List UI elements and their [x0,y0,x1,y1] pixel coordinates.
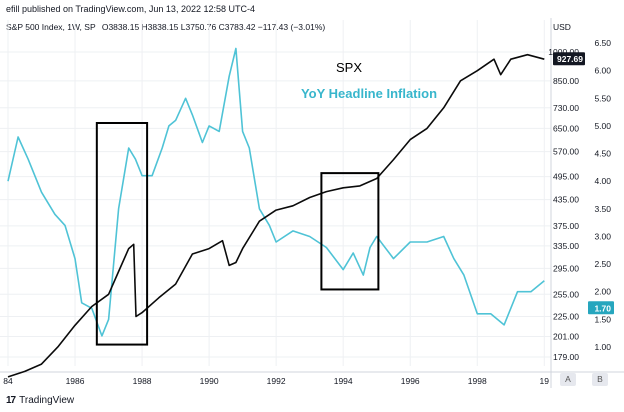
x-axis-tick-label: 1988 [133,376,152,386]
x-axis-tick-label: 1992 [267,376,286,386]
auto-scale-button[interactable]: A [560,373,576,386]
ohlc-values: O3838.15 H3838.15 L3750.76 C3783.42 −117… [101,22,326,32]
inflation-axis-tick-label: 5.50 [594,93,611,103]
inflation-last-value-label: 1.70 [594,303,611,313]
publisher-line: efill published on TradingView.com, Jun … [6,4,255,14]
inflation-annotation: YoY Headline Inflation [301,86,437,101]
inflation-axis-tick-label: 1.00 [594,342,611,352]
spx-axis-tick-label: 179.00 [553,352,579,362]
x-axis-tick-label: 1986 [66,376,85,386]
inflation-axis-tick-label: 6.00 [594,66,611,76]
spx-axis-tick-label: 650.00 [553,123,579,133]
currency-label: USD [553,22,571,32]
inflation-axis-tick-label: 6.50 [594,38,611,48]
log-scale-button[interactable]: B [592,373,608,386]
tradingview-brand: TradingView [19,395,75,406]
inflation-axis-tick-label: 3.00 [594,231,611,241]
inflation-axis-tick-label: 5.00 [594,121,611,131]
x-axis-tick-label: 1998 [468,376,487,386]
instrument-name: S&P 500 Index, 1W, SP [6,22,96,32]
x-axis-tick-label: 1990 [200,376,219,386]
spx-axis-tick-label: 730.00 [553,103,579,113]
spx-axis-tick-label: 375.00 [553,221,579,231]
highlight-box [320,172,380,291]
spx-axis-tick-label: 335.00 [553,241,579,251]
inflation-axis-tick-label: 3.50 [594,204,611,214]
spx-axis-tick-label: 1000.00 [548,47,579,57]
inflation-axis-tick-label: 2.00 [594,287,611,297]
inflation-axis-tick-label: 1.50 [594,314,611,324]
spx-axis-tick-label: 850.00 [553,76,579,86]
spx-last-value-label: 927.69 [557,54,583,64]
instrument-legend: S&P 500 Index, 1W, SP O3838.15 H3838.15 … [6,22,325,32]
tradingview-footer: 17 TradingView [6,395,74,406]
spx-series-line [7,53,545,378]
inflation-last-value-badge [588,301,614,315]
spx-annotation: SPX [336,60,362,75]
inflation-axis-tick-label: 2.50 [594,259,611,269]
inflation-axis-tick-label: 4.00 [594,176,611,186]
spx-axis-tick-label: 570.00 [553,147,579,157]
spx-axis-tick-label: 435.00 [553,195,579,205]
highlight-box [95,121,149,346]
x-axis-tick-label: 84 [3,376,13,386]
inflation-axis-tick-label: 4.50 [594,149,611,159]
spx-last-value-badge [553,52,585,66]
spx-axis-tick-label: 255.00 [553,289,579,299]
spx-axis-tick-label: 201.00 [553,331,579,341]
x-axis-tick-label: 1994 [334,376,353,386]
spx-axis-tick-label: 295.00 [553,263,579,273]
spx-axis-tick-label: 495.00 [553,172,579,182]
x-axis-tick-label: 1996 [401,376,420,386]
inflation-series-line [7,47,545,337]
spx-axis-tick-label: 225.00 [553,311,579,321]
x-axis-tick-label: 19 [540,376,550,386]
tradingview-logo-icon: 17 [6,395,16,406]
